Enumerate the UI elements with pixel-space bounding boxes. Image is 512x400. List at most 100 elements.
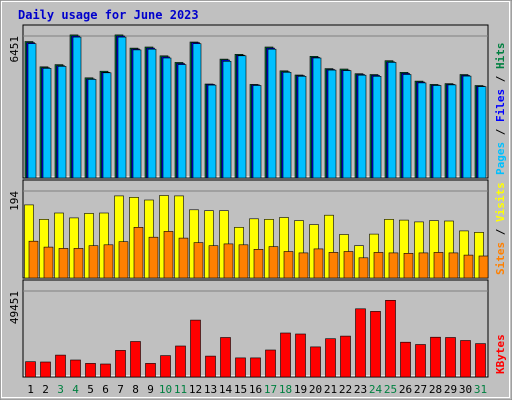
chart-panels: 6451 Pages / Files / Hits 194 Sites / Visit… — [8, 24, 507, 378]
bar-sites-day-19 — [298, 252, 309, 279]
panel-top-legend: Pages / Files / Hits — [494, 43, 507, 176]
bar-kbytes-day-13 — [205, 355, 216, 378]
bar-pages-day-20 — [312, 57, 322, 179]
legend-separator: / — [494, 122, 507, 142]
bar-pages-day-29 — [447, 84, 457, 179]
bar-kbytes-day-20 — [310, 346, 321, 378]
bar-kbytes-day-9 — [145, 363, 156, 378]
bar-pages-day-16 — [252, 85, 262, 179]
bar-pages-day-28 — [432, 85, 442, 179]
panel-top: 6451 Pages / Files / Hits — [8, 24, 507, 179]
legend-kbytes: KBytes — [494, 334, 507, 374]
panel-mid-legend: Sites / Visits — [494, 182, 507, 275]
bar-pages-day-27 — [417, 82, 427, 179]
bar-sites-day-7 — [118, 241, 129, 279]
bar-kbytes-day-10 — [160, 355, 171, 378]
x-tick-label-6: 6 — [102, 383, 109, 396]
panel-bottom: 49451 KBytes — [8, 279, 507, 378]
x-tick-label-1: 1 — [27, 383, 34, 396]
bar-sites-day-4 — [73, 248, 84, 279]
bar-kbytes-day-27 — [415, 344, 426, 378]
bar-kbytes-day-21 — [325, 338, 336, 378]
legend-hits: Hits — [494, 43, 507, 70]
bar-sites-day-22 — [343, 251, 354, 279]
bar-kbytes-day-22 — [340, 335, 351, 378]
bar-pages-day-6 — [102, 72, 112, 179]
bar-sites-day-26 — [403, 253, 414, 279]
bar-kbytes-day-11 — [175, 345, 186, 378]
bar-pages-day-1 — [27, 43, 37, 179]
bar-kbytes-day-19 — [295, 333, 306, 378]
x-tick-label-27: 27 — [414, 383, 427, 396]
bar-sites-day-24 — [373, 252, 384, 279]
bar-pages-day-30 — [462, 75, 472, 179]
bar-kbytes-day-26 — [400, 341, 411, 378]
x-tick-label-28: 28 — [429, 383, 442, 396]
bar-pages-day-15 — [237, 55, 247, 179]
bar-kbytes-day-2 — [40, 361, 51, 378]
x-tick-label-26: 26 — [399, 383, 412, 396]
x-tick-label-5: 5 — [87, 383, 94, 396]
bar-sites-day-18 — [283, 251, 294, 279]
panel-bottom-ymax-label: 49451 — [8, 291, 21, 324]
bar-kbytes-day-7 — [115, 350, 126, 378]
bar-kbytes-day-8 — [130, 341, 141, 378]
bar-sites-day-3 — [58, 248, 69, 279]
bar-pages-day-7 — [117, 36, 127, 179]
bar-sites-day-25 — [388, 252, 399, 279]
panel-mid-ymax-label: 194 — [8, 191, 21, 211]
bar-pages-day-12 — [192, 43, 202, 179]
bar-kbytes-day-5 — [85, 363, 96, 378]
bar-kbytes-day-4 — [70, 359, 81, 378]
bar-sites-day-27 — [418, 252, 429, 279]
bar-kbytes-day-14 — [220, 337, 231, 378]
legend-pages: Pages — [494, 142, 507, 175]
x-tick-label-29: 29 — [444, 383, 457, 396]
bar-sites-day-23 — [358, 257, 369, 279]
bar-kbytes-day-23 — [355, 308, 366, 378]
x-tick-label-20: 20 — [309, 383, 322, 396]
bar-pages-day-18 — [282, 72, 292, 179]
bar-pages-day-31 — [477, 86, 487, 179]
bar-sites-day-13 — [208, 245, 219, 279]
x-tick-label-13: 13 — [204, 383, 217, 396]
legend-files: Files — [494, 89, 507, 122]
bar-sites-day-1 — [28, 240, 39, 279]
x-tick-label-11: 11 — [174, 383, 187, 396]
series-kbytes — [25, 299, 486, 378]
x-tick-label-21: 21 — [324, 383, 337, 396]
bar-sites-day-17 — [268, 246, 279, 279]
bar-kbytes-day-29 — [445, 337, 456, 378]
bar-pages-day-2 — [42, 68, 52, 179]
panel-bottom-legend: KBytes — [494, 334, 507, 374]
panel-top-ymax-label: 6451 — [8, 36, 21, 63]
bar-kbytes-day-28 — [430, 336, 441, 378]
bar-pages-day-19 — [297, 76, 307, 179]
x-tick-label-4: 4 — [72, 383, 79, 396]
x-tick-label-22: 22 — [339, 383, 352, 396]
x-tick-label-7: 7 — [117, 383, 124, 396]
bar-pages-day-9 — [147, 48, 157, 179]
bar-sites-day-21 — [328, 252, 339, 279]
bar-sites-day-5 — [88, 245, 99, 279]
legend-sites: Sites — [494, 242, 507, 275]
bar-kbytes-day-3 — [55, 354, 66, 378]
bar-sites-day-14 — [223, 243, 234, 279]
bar-pages-day-25 — [387, 62, 397, 179]
bar-pages-day-17 — [267, 48, 277, 179]
bar-sites-day-12 — [193, 242, 204, 279]
x-tick-label-23: 23 — [354, 383, 367, 396]
series-sites — [28, 227, 489, 279]
bar-kbytes-day-16 — [250, 357, 261, 378]
bar-sites-day-30 — [463, 254, 474, 279]
bar-kbytes-day-24 — [370, 311, 381, 378]
bar-sites-day-28 — [433, 252, 444, 279]
bar-pages-day-26 — [402, 74, 412, 179]
bar-sites-day-8 — [133, 227, 144, 279]
x-tick-label-10: 10 — [159, 383, 172, 396]
series-pages — [27, 36, 487, 179]
x-tick-label-25: 25 — [384, 383, 397, 396]
bar-kbytes-day-1 — [25, 361, 36, 378]
x-axis: 1 2 3 4 5 6 7 8 9 10 11 12 13 14 15 16 17 18 19 20 21 22 23 24 2… — [27, 383, 487, 396]
